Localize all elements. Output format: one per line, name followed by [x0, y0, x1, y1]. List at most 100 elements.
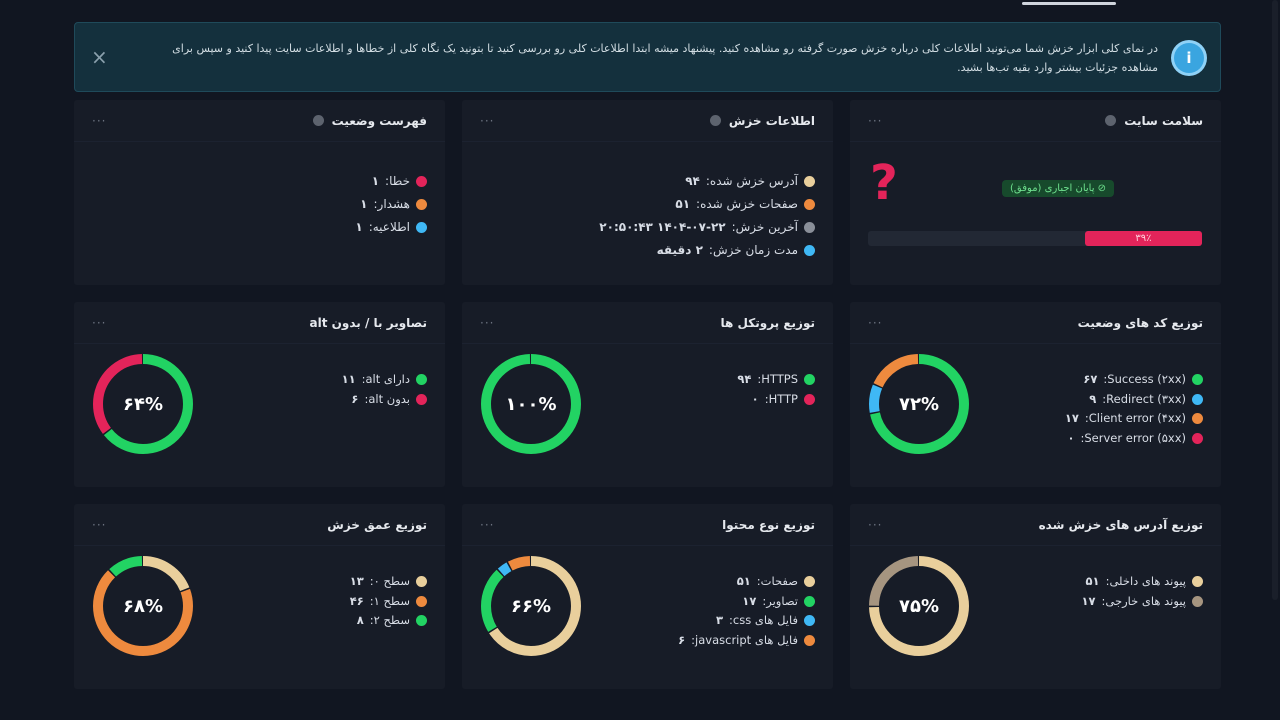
legend-dot — [804, 374, 815, 386]
donut-chart-card: توزیع نوع محتوا ··· صفحات: ۵۱ تصاویر: ۱۷ فایل … — [462, 504, 833, 689]
more-icon[interactable]: ··· — [92, 517, 107, 532]
donut-chart: ۶۸% — [91, 554, 195, 658]
question-mark-icon: ? — [870, 155, 898, 211]
more-icon[interactable]: ··· — [92, 113, 107, 128]
donut-segment — [481, 556, 581, 656]
legend-dot — [416, 393, 427, 405]
donut-percent: ۱۰۰% — [505, 393, 557, 415]
legend-dot — [416, 615, 427, 627]
donut-chart: ۷۵% — [867, 554, 971, 658]
legend-value: ۱ — [355, 220, 363, 234]
legend-label: آدرس خزش شده: — [705, 174, 798, 188]
legend-value: ۱ — [360, 197, 368, 211]
legend-dot — [804, 576, 815, 588]
legend-dot — [804, 595, 815, 607]
legend-item: Client error (۴xx): ۱۷ — [1065, 409, 1203, 429]
legend-label: دارای alt: — [361, 372, 410, 386]
legend-dot — [416, 199, 427, 210]
legend-label: سطح ۱: — [369, 593, 410, 608]
legend-value: ۹۴ — [737, 372, 752, 386]
legend-item: فایل های css: ۳ — [678, 611, 815, 631]
legend-dot — [1192, 595, 1203, 607]
help-icon[interactable] — [312, 115, 324, 126]
legend-value: ۲ دقیقه — [656, 243, 703, 257]
legend-dot — [416, 176, 427, 187]
more-icon[interactable]: ··· — [480, 113, 495, 128]
card-title: سلامت سایت — [1124, 113, 1203, 128]
legend-dot — [804, 615, 815, 627]
card-title: توزیع نوع محتوا — [722, 517, 815, 532]
legend-value: ۶ — [678, 632, 686, 647]
legend-dot — [804, 199, 815, 210]
card-title: توزیع آدرس های خزش شده — [1038, 517, 1203, 532]
more-icon[interactable]: ··· — [480, 517, 495, 532]
help-icon[interactable] — [1105, 115, 1117, 126]
more-icon[interactable]: ··· — [868, 113, 883, 128]
legend-item: HTTPS: ۹۴ — [737, 370, 815, 390]
legend-value: ۳ — [715, 613, 724, 627]
donut-segment — [93, 556, 193, 656]
donut-chart-card: توزیع عمق خزش ··· سطح ۰: ۱۳ سطح ۱: ۴۶ سطح ۲: ۸ ۶… — [74, 504, 445, 689]
legend-dot — [804, 176, 815, 187]
more-icon[interactable]: ··· — [868, 517, 883, 532]
legend-label: آخرین خزش: — [731, 220, 798, 234]
help-icon[interactable] — [709, 115, 721, 126]
banner-message: در نمای کلی ابزار خزش شما می‌تونید اطلاع… — [172, 42, 1158, 74]
legend-item: صفحات خزش شده: ۵۱ — [599, 193, 815, 216]
legend-label: خطا: — [385, 174, 410, 188]
close-icon[interactable]: × — [91, 45, 108, 69]
legend-item: سطح ۰: ۱۳ — [350, 572, 427, 592]
legend-value: ۹ — [1089, 391, 1097, 406]
donut-segment — [93, 354, 193, 454]
legend-label: فایل های css: — [729, 613, 798, 627]
legend-label: پیوند های داخلی: — [1105, 574, 1186, 588]
legend-label: Server error (۵xx): — [1080, 430, 1187, 445]
donut-percent: ۶۸% — [123, 595, 164, 617]
scrollbar[interactable] — [1272, 0, 1278, 600]
legend-label: سطح ۲: — [369, 613, 410, 627]
progress-fill: ۳۹٪ — [1084, 231, 1202, 246]
legend-item: خطا: ۱ — [355, 170, 427, 193]
legend-label: فایل های javascript: — [691, 632, 798, 647]
crawl-info-card: اطلاعات خزش ··· آدرس خزش شده: ۹۴ صفحات خزش … — [462, 100, 833, 285]
status-list-card: فهرست وضعیت ··· خطا: ۱ هشدار: ۱ اطلاعیه: ۱ — [74, 100, 445, 285]
legend-dot — [1192, 576, 1203, 588]
more-icon[interactable]: ··· — [92, 315, 107, 330]
more-icon[interactable]: ··· — [868, 315, 883, 330]
legend-value: ۵۱ — [675, 197, 691, 211]
legend-label: Success (۲xx): — [1103, 372, 1186, 386]
legend-label: HTTP: — [764, 391, 798, 406]
legend-value: ۹۴ — [685, 174, 700, 188]
legend-value: ۱۱ — [341, 372, 356, 386]
more-icon[interactable]: ··· — [480, 315, 495, 330]
card-title: تصاویر با / بدون alt — [309, 315, 427, 330]
legend-dot — [416, 576, 427, 588]
legend-item: فایل های javascript: ۶ — [678, 631, 815, 651]
site-health-card: سلامت سایت ··· ? ⊘ پایان اجباری (موفق) ۳۹… — [850, 100, 1221, 285]
donut-segment — [93, 354, 193, 454]
card-title: اطلاعات خزش — [728, 113, 815, 128]
donut-segment — [481, 354, 581, 454]
legend-item: HTTP: ۰ — [737, 390, 815, 410]
legend-item: Redirect (۳xx): ۹ — [1065, 390, 1203, 410]
legend-value: ۱۷ — [1081, 593, 1096, 608]
legend-item: هشدار: ۱ — [355, 193, 427, 216]
card-title: توزیع کد های وضعیت — [1077, 315, 1203, 330]
legend-item: پیوند های خارجی: ۱۷ — [1081, 592, 1203, 612]
legend-value: ۱ — [371, 174, 380, 188]
donut-percent: ۶۴% — [123, 393, 164, 415]
legend-item: سطح ۲: ۸ — [350, 611, 427, 631]
legend-value: ۱۷ — [1064, 411, 1079, 425]
donut-percent: ۷۲% — [899, 393, 940, 415]
info-icon: i — [1174, 43, 1204, 73]
donut-percent: ۶۶% — [511, 595, 552, 617]
legend-label: مدت زمان خزش: — [708, 243, 798, 257]
legend-value: ۶ — [351, 391, 359, 406]
legend-label: هشدار: — [373, 197, 410, 211]
legend-value: ۱۳ — [349, 574, 364, 588]
legend-item: اطلاعیه: ۱ — [355, 216, 427, 239]
legend-dot — [804, 245, 815, 256]
donut-chart-card: تصاویر با / بدون alt ··· دارای alt: ۱۱ بدون … — [74, 302, 445, 487]
donut-chart: ۶۴% — [91, 352, 195, 456]
legend-value: ۱۷ — [742, 593, 757, 608]
